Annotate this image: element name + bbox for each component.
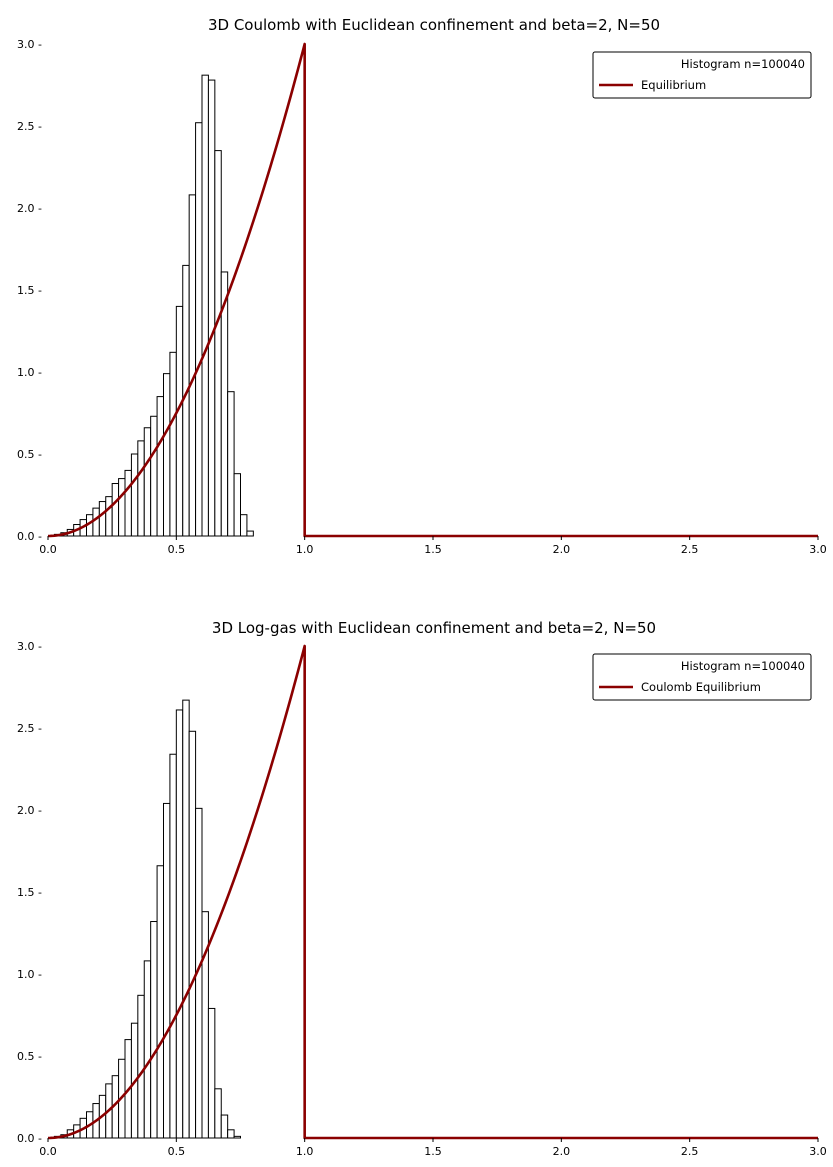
legend-box bbox=[592, 51, 812, 99]
histogram-bar bbox=[137, 440, 145, 537]
y-tick-label: 1.0 - bbox=[17, 366, 42, 379]
equilibrium-curve bbox=[47, 42, 818, 538]
y-axis: 0.0 - 0.5 - 1.0 - 1.5 - 2.0 - 2.5 - 3.0 - bbox=[17, 640, 42, 1145]
histogram-bar bbox=[207, 79, 216, 537]
histogram-bar bbox=[105, 496, 113, 537]
y-tick-label: 1.0 - bbox=[17, 968, 42, 981]
y-tick-label: 2.5 - bbox=[17, 120, 42, 133]
legend-equilibrium-label: Coulomb Equilibrium bbox=[641, 680, 761, 694]
histogram-bar bbox=[150, 415, 158, 537]
chart-title: 3D Log-gas with Euclidean confinement an… bbox=[212, 619, 656, 637]
legend-histogram-label: Histogram n=100040 bbox=[681, 659, 805, 673]
x-tick-label: 1.5 bbox=[424, 543, 442, 556]
histogram-bar bbox=[130, 453, 139, 537]
x-tick-label: 1.0 bbox=[296, 1145, 314, 1158]
y-tick-label: 1.5 - bbox=[17, 284, 42, 297]
y-tick-label: 0.5 - bbox=[17, 1050, 42, 1063]
histogram-bar bbox=[175, 709, 184, 1139]
chart-title: 3D Coulomb with Euclidean confinement an… bbox=[208, 16, 660, 34]
y-tick-label: 2.0 - bbox=[17, 202, 42, 215]
x-tick-label: 1.0 bbox=[296, 543, 314, 556]
histogram-bar bbox=[156, 865, 165, 1139]
histogram-bar bbox=[227, 391, 235, 537]
histogram-bar bbox=[201, 74, 209, 537]
histogram-bar bbox=[233, 1135, 242, 1139]
x-tick-label: 0.0 bbox=[39, 543, 57, 556]
histogram-bar bbox=[207, 1007, 216, 1139]
legend: Histogram n=100040 Coulomb Equilibrium bbox=[592, 653, 812, 701]
x-tick-label: 0.5 bbox=[168, 543, 186, 556]
x-tick-label: 2.0 bbox=[553, 543, 571, 556]
y-tick-label: 3.0 - bbox=[17, 640, 42, 653]
histogram-bar bbox=[163, 802, 171, 1139]
histogram-bar bbox=[156, 396, 165, 537]
y-tick-label: 0.5 - bbox=[17, 448, 42, 461]
histogram-bar bbox=[188, 730, 197, 1139]
histogram-bar bbox=[163, 373, 171, 537]
x-tick-label: 3.0 bbox=[809, 543, 827, 556]
legend: Histogram n=100040 Equilibrium bbox=[592, 51, 812, 99]
y-tick-label: 0.0 - bbox=[17, 1132, 42, 1145]
histogram-bar bbox=[124, 469, 132, 537]
chart-coulomb: 3D Coulomb with Euclidean confinement an… bbox=[17, 16, 827, 556]
x-tick-label: 1.5 bbox=[424, 1145, 442, 1158]
x-tick-label: 2.0 bbox=[553, 1145, 571, 1158]
histogram-bar bbox=[169, 351, 177, 537]
histogram-bar bbox=[233, 473, 242, 537]
histogram-bar bbox=[195, 122, 203, 537]
histogram-bar bbox=[214, 150, 222, 537]
y-tick-label: 1.5 - bbox=[17, 886, 42, 899]
legend-equilibrium-label: Equilibrium bbox=[641, 78, 706, 92]
x-tick-label: 0.0 bbox=[39, 1145, 57, 1158]
legend-histogram-label: Histogram n=100040 bbox=[681, 57, 805, 71]
x-axis: 0.0 0.5 1.0 1.5 2.0 2.5 3.0 bbox=[39, 536, 827, 556]
x-tick-label: 0.5 bbox=[168, 1145, 186, 1158]
histogram-bar bbox=[92, 507, 100, 537]
x-tick-label: 2.5 bbox=[681, 543, 699, 556]
y-tick-label: 3.0 - bbox=[17, 38, 42, 51]
legend-box bbox=[592, 653, 812, 701]
histogram-bars bbox=[53, 74, 254, 537]
histogram-bar bbox=[182, 699, 190, 1139]
y-axis: 0.0 - 0.5 - 1.0 - 1.5 - 2.0 - 2.5 - 3.0 - bbox=[17, 38, 42, 543]
histogram-bar bbox=[118, 478, 126, 537]
histogram-bar bbox=[175, 305, 184, 537]
histogram-bar bbox=[111, 483, 120, 537]
histogram-bar bbox=[240, 514, 248, 537]
histogram-bar bbox=[169, 753, 177, 1139]
histogram-bar bbox=[246, 530, 254, 537]
histogram-bars bbox=[53, 699, 242, 1139]
histogram-bar bbox=[227, 1129, 235, 1139]
histogram-bar bbox=[214, 1088, 222, 1139]
x-tick-label: 2.5 bbox=[681, 1145, 699, 1158]
x-axis: 0.0 0.5 1.0 1.5 2.0 2.5 3.0 bbox=[39, 1138, 827, 1158]
histogram-bar bbox=[137, 994, 145, 1139]
equilibrium-curve bbox=[47, 644, 818, 1140]
histogram-bar bbox=[150, 921, 158, 1139]
y-tick-label: 2.5 - bbox=[17, 722, 42, 735]
histogram-bar bbox=[98, 501, 107, 537]
y-tick-label: 0.0 - bbox=[17, 530, 42, 543]
histogram-bar bbox=[220, 1114, 229, 1139]
histogram-bar bbox=[143, 427, 152, 537]
y-tick-label: 2.0 - bbox=[17, 804, 42, 817]
histogram-bar bbox=[143, 960, 152, 1139]
histogram-bar bbox=[188, 194, 197, 537]
x-tick-label: 3.0 bbox=[809, 1145, 827, 1158]
chart-log-gas: 3D Log-gas with Euclidean confinement an… bbox=[17, 619, 827, 1158]
